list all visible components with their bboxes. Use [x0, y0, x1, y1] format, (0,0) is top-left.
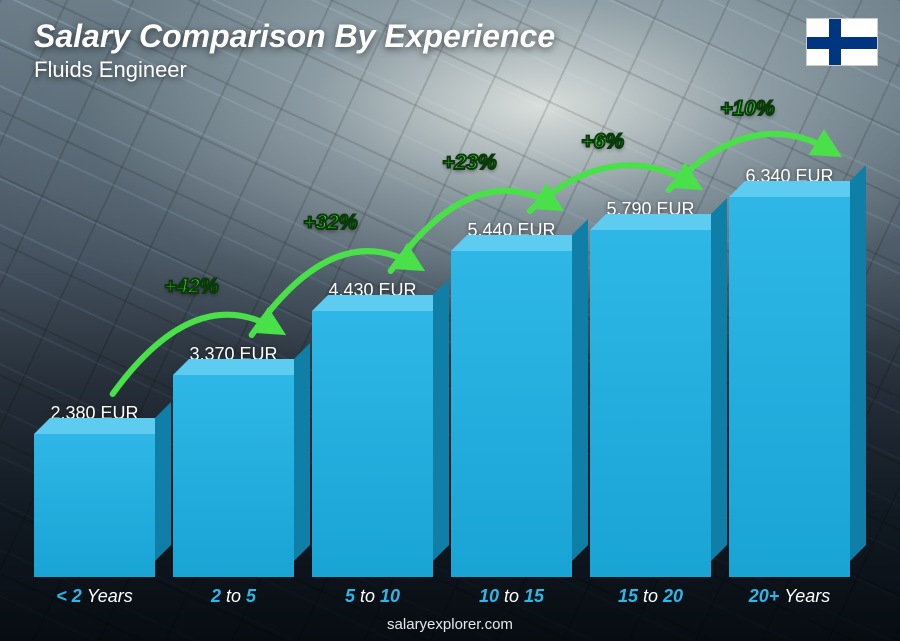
- bar-body: [312, 311, 433, 577]
- x-label: 20+ Years: [729, 586, 850, 607]
- increase-pct: +42%: [164, 275, 218, 299]
- bar-top-face: [590, 214, 727, 230]
- increase-pct: +10%: [720, 97, 774, 121]
- page-title: Salary Comparison By Experience: [34, 18, 900, 55]
- x-label: 15 to 20: [590, 586, 711, 607]
- bar-body: [590, 230, 711, 577]
- bar-side-face: [850, 165, 866, 561]
- bar-body: [729, 197, 850, 577]
- bar-chart: 2,380 EUR3,370 EUR4,430 EUR5,440 EUR5,79…: [34, 110, 850, 577]
- bar-front-face: [34, 434, 155, 577]
- bar-top-face: [173, 359, 310, 375]
- bar-top-face: [451, 235, 588, 251]
- bar-front-face: [312, 311, 433, 577]
- x-label: 2 to 5: [173, 586, 294, 607]
- bar-top-face: [312, 295, 449, 311]
- x-label: 10 to 15: [451, 586, 572, 607]
- bar-body: [173, 375, 294, 577]
- bar-1: 3,370 EUR: [173, 344, 294, 577]
- increase-pct: +23%: [442, 151, 496, 175]
- x-label: < 2 Years: [34, 586, 155, 607]
- header: Salary Comparison By Experience Fluids E…: [0, 0, 900, 83]
- bar-front-face: [451, 251, 572, 577]
- bar-front-face: [590, 230, 711, 577]
- content: Salary Comparison By Experience Fluids E…: [0, 0, 900, 641]
- page-subtitle: Fluids Engineer: [34, 57, 900, 83]
- finland-flag-icon: [806, 18, 878, 66]
- bar-0: 2,380 EUR: [34, 403, 155, 577]
- bar-side-face: [294, 343, 310, 561]
- increase-pct: +6%: [581, 130, 624, 154]
- bar-5: 6,340 EUR: [729, 166, 850, 577]
- bar-3: 5,440 EUR: [451, 220, 572, 577]
- bar-2: 4,430 EUR: [312, 280, 433, 577]
- bar-side-face: [433, 279, 449, 561]
- bar-side-face: [572, 219, 588, 561]
- increase-pct: +32%: [303, 211, 357, 235]
- x-axis-labels: < 2 Years 2 to 5 5 to 10 10 to 15 15 to 20 20…: [34, 586, 850, 607]
- bar-side-face: [155, 402, 171, 561]
- bar-side-face: [711, 198, 727, 561]
- bar-body: [451, 251, 572, 577]
- x-label: 5 to 10: [312, 586, 433, 607]
- bar-top-face: [34, 418, 171, 434]
- bar-front-face: [729, 197, 850, 577]
- bar-top-face: [729, 181, 866, 197]
- footer-credit: salaryexplorer.com: [0, 616, 900, 633]
- bar-front-face: [173, 375, 294, 577]
- bar-4: 5,790 EUR: [590, 199, 711, 577]
- bar-body: [34, 434, 155, 577]
